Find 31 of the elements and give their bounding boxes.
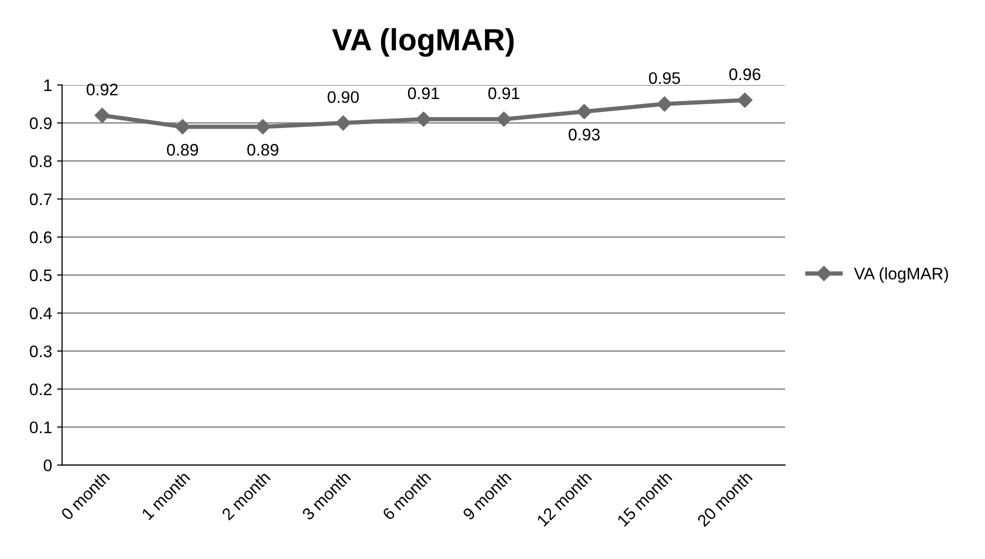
y-tick-label: 0.3 (30, 345, 52, 358)
y-tick-label: 0 (44, 459, 52, 472)
y-tick-label: 1 (44, 80, 52, 92)
y-tick-label: 0.5 (30, 269, 52, 282)
legend-label: VA (logMAR) (854, 267, 948, 283)
data-label: 0.95 (648, 72, 680, 84)
data-label: 0.89 (166, 144, 198, 156)
y-tick-label: 0.7 (30, 193, 52, 206)
data-label: 0.96 (729, 68, 760, 80)
data-label: 0.91 (488, 87, 520, 100)
chart-title: VA (logMAR) (332, 28, 514, 57)
data-label: 0.91 (408, 87, 439, 100)
y-tick-label: 0.6 (30, 231, 52, 244)
y-tick-label: 0.9 (30, 117, 52, 130)
point (737, 92, 752, 108)
point (255, 119, 270, 134)
data-label: 0.92 (86, 84, 118, 96)
point (174, 119, 190, 134)
y-tick-label: 0.2 (30, 383, 52, 396)
point (576, 104, 592, 120)
y-tick-label: 0.1 (30, 421, 52, 434)
point (416, 112, 432, 127)
point (656, 96, 672, 112)
data-label: 0.90 (328, 91, 359, 104)
point (496, 112, 512, 127)
data-label: 0.89 (247, 144, 278, 156)
y-tick-label: 0.4 (30, 307, 52, 320)
point (94, 108, 110, 123)
point (336, 115, 351, 131)
y-tick-label: 0.8 (30, 155, 52, 168)
data-label: 0.93 (568, 128, 600, 140)
